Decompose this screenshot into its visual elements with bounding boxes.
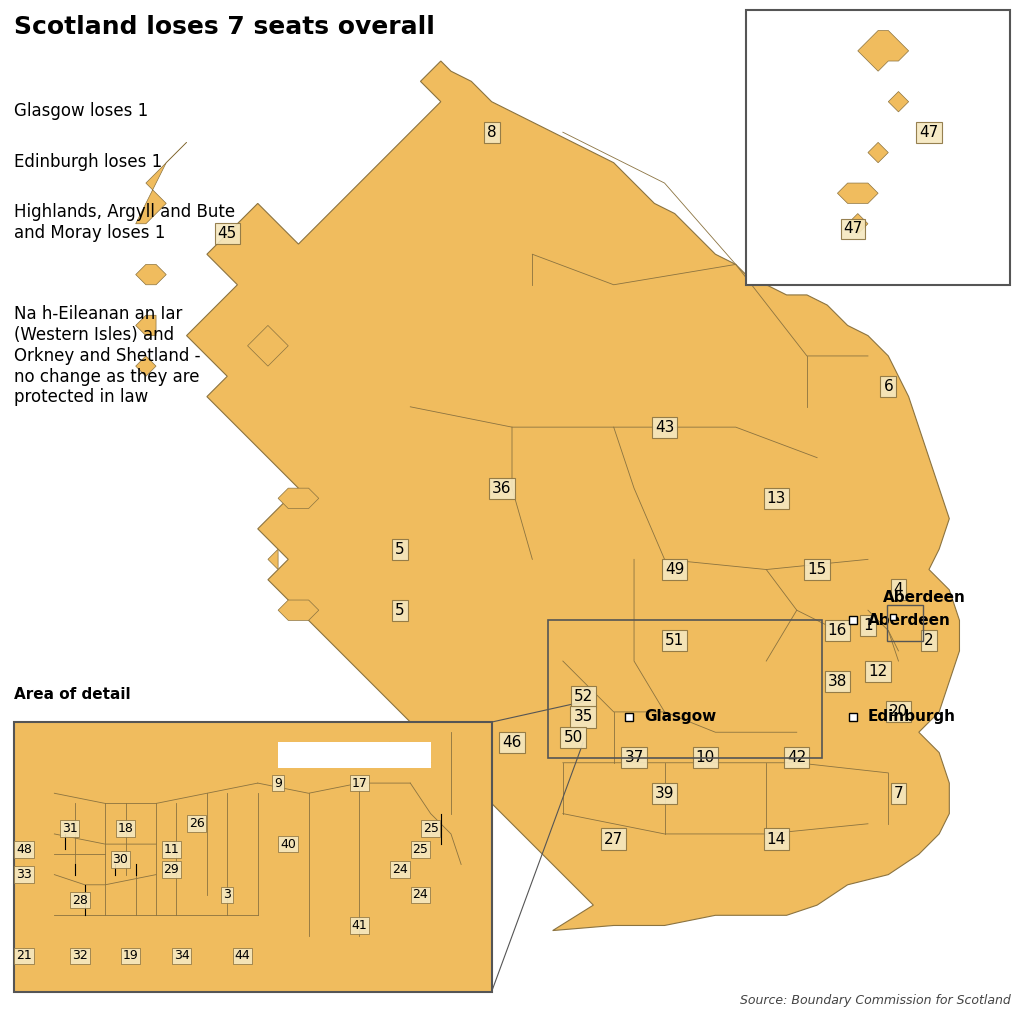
Polygon shape <box>136 315 156 336</box>
Text: 44: 44 <box>234 950 251 962</box>
Text: 7: 7 <box>894 786 903 800</box>
Text: 38: 38 <box>827 674 847 689</box>
Polygon shape <box>838 183 879 203</box>
Text: 45: 45 <box>218 227 237 241</box>
Polygon shape <box>136 142 186 224</box>
Polygon shape <box>390 722 421 742</box>
Text: 47: 47 <box>920 125 939 139</box>
Text: 1: 1 <box>863 618 872 633</box>
Text: 36: 36 <box>493 481 512 495</box>
Text: 6: 6 <box>884 379 893 394</box>
Text: 13: 13 <box>767 491 786 505</box>
Text: Aberdeen: Aberdeen <box>884 590 966 605</box>
Text: 5: 5 <box>395 603 404 617</box>
Text: 11: 11 <box>164 843 179 855</box>
Bar <box>13 722 492 992</box>
Bar <box>887 605 923 641</box>
Polygon shape <box>136 264 166 285</box>
Text: 20: 20 <box>889 705 908 719</box>
Text: 9: 9 <box>274 777 282 789</box>
Text: Glasgow: Glasgow <box>644 710 717 724</box>
Text: 32: 32 <box>72 950 88 962</box>
Text: 34: 34 <box>174 950 189 962</box>
Text: 14: 14 <box>767 832 786 846</box>
Text: 41: 41 <box>351 919 368 932</box>
Text: 29: 29 <box>164 863 179 876</box>
Text: 25: 25 <box>413 843 428 855</box>
Text: 8: 8 <box>486 125 497 139</box>
Bar <box>279 742 431 768</box>
Text: 17: 17 <box>351 777 368 789</box>
Polygon shape <box>248 325 289 366</box>
Text: 52: 52 <box>573 690 593 704</box>
Text: 27: 27 <box>604 832 624 846</box>
Text: 19: 19 <box>123 950 138 962</box>
Bar <box>745 10 1011 285</box>
Polygon shape <box>136 356 156 376</box>
Text: Na h-Eileanan an Iar
(Western Isles) and
Orkney and Shetland -
no change as they: Na h-Eileanan an Iar (Western Isles) and… <box>13 305 200 407</box>
Text: 18: 18 <box>118 823 133 835</box>
Polygon shape <box>279 488 318 508</box>
Text: 10: 10 <box>695 751 715 765</box>
Text: 43: 43 <box>655 420 674 434</box>
Text: 26: 26 <box>188 818 205 830</box>
Text: 16: 16 <box>827 623 847 638</box>
Text: 49: 49 <box>665 562 684 577</box>
Text: Area of detail: Area of detail <box>13 686 130 702</box>
Text: 25: 25 <box>423 823 438 835</box>
Text: 40: 40 <box>281 838 296 850</box>
Polygon shape <box>848 214 868 234</box>
Text: Highlands, Argyll and Bute
and Moray loses 1: Highlands, Argyll and Bute and Moray los… <box>13 203 234 242</box>
Text: 50: 50 <box>563 730 583 744</box>
Text: 37: 37 <box>625 751 644 765</box>
Text: Edinburgh loses 1: Edinburgh loses 1 <box>13 153 162 171</box>
Text: 51: 51 <box>666 634 684 648</box>
Text: 28: 28 <box>72 894 88 906</box>
Polygon shape <box>888 92 908 112</box>
Text: 33: 33 <box>16 869 32 881</box>
Text: Scotland loses 7 seats overall: Scotland loses 7 seats overall <box>13 15 434 40</box>
Text: 15: 15 <box>808 562 826 577</box>
Text: 39: 39 <box>654 786 674 800</box>
Text: 46: 46 <box>503 735 521 750</box>
Text: 4: 4 <box>894 583 903 597</box>
Text: 21: 21 <box>16 950 32 962</box>
Bar <box>548 620 822 758</box>
Text: Edinburgh: Edinburgh <box>868 710 956 724</box>
Polygon shape <box>858 31 908 71</box>
Text: 35: 35 <box>573 710 593 724</box>
Polygon shape <box>268 549 279 570</box>
Text: Aberdeen: Aberdeen <box>868 613 951 627</box>
Text: 2: 2 <box>924 634 934 648</box>
Text: 30: 30 <box>113 853 128 865</box>
Text: 47: 47 <box>843 222 862 236</box>
Polygon shape <box>868 142 888 163</box>
Text: 48: 48 <box>16 843 32 855</box>
Text: Glasgow loses 1: Glasgow loses 1 <box>13 102 147 120</box>
Text: 24: 24 <box>413 889 428 901</box>
Polygon shape <box>186 61 959 931</box>
Text: 24: 24 <box>392 863 408 876</box>
Text: Source: Boundary Commission for Scotland: Source: Boundary Commission for Scotland <box>739 994 1011 1007</box>
Text: 31: 31 <box>61 823 78 835</box>
Text: 3: 3 <box>223 889 231 901</box>
Text: 5: 5 <box>395 542 404 556</box>
Text: 12: 12 <box>868 664 888 678</box>
Text: 42: 42 <box>787 751 806 765</box>
Polygon shape <box>279 600 318 620</box>
